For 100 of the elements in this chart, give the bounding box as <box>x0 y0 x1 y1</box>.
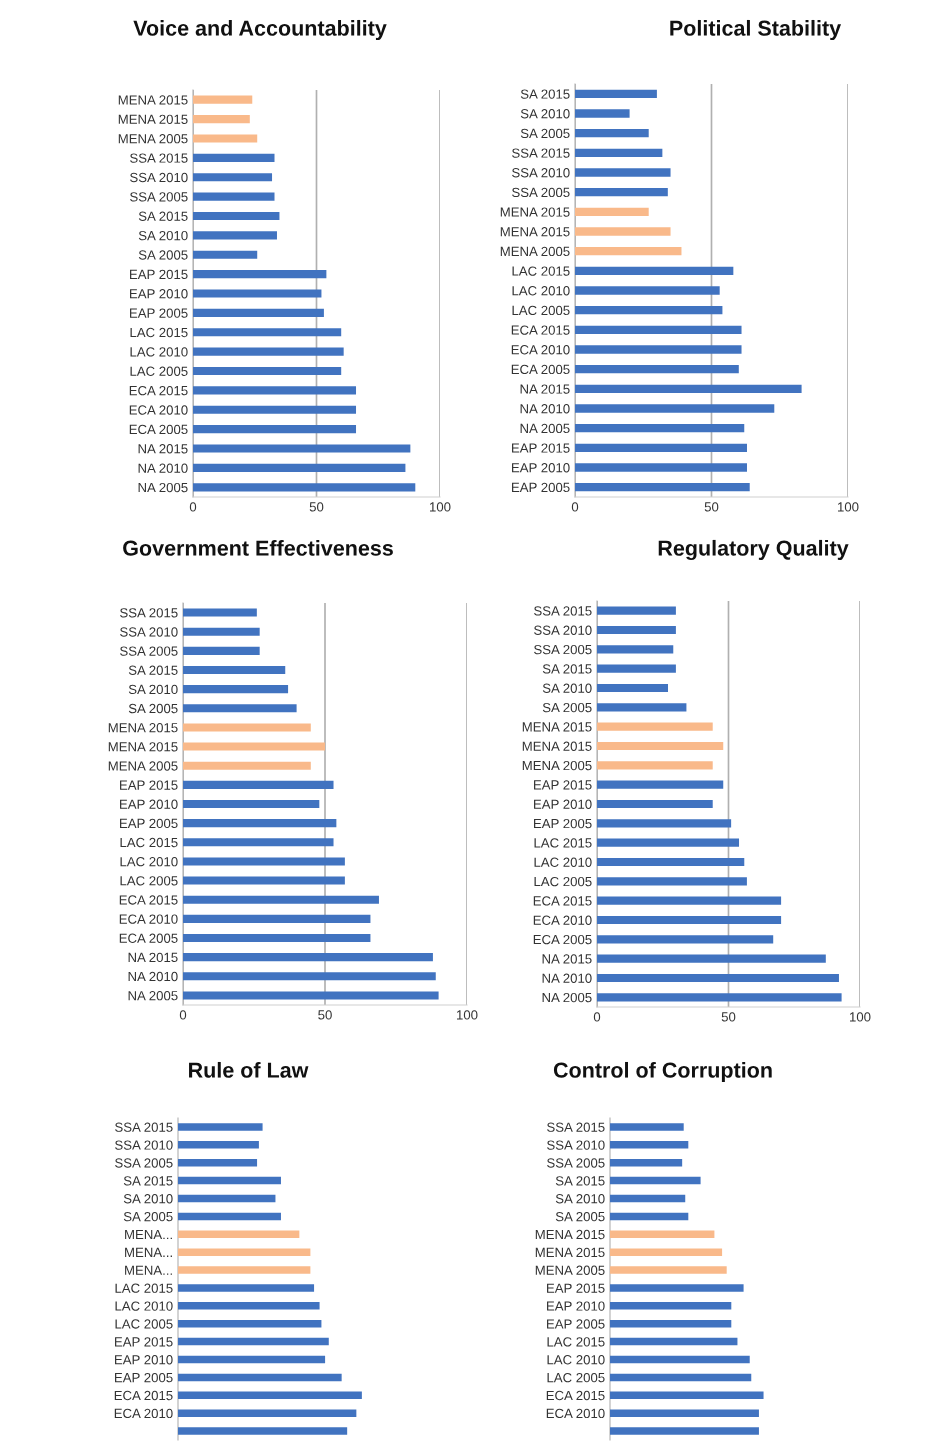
bar <box>178 1194 276 1203</box>
y-tick-label: NA 2005 <box>520 423 570 434</box>
y-tick-label: EAP 2005 <box>130 308 188 318</box>
bar <box>610 1176 701 1185</box>
bar <box>183 723 311 732</box>
bar <box>575 148 663 157</box>
bar <box>597 722 713 731</box>
y-tick-label: EAP 2015 <box>547 1283 605 1293</box>
x-tick-label: 0 <box>189 502 197 512</box>
y-tick-label: SA 2010 <box>542 683 592 693</box>
bar <box>575 89 657 98</box>
bar <box>183 819 337 828</box>
y-tick-label: NA 2010 <box>542 973 592 983</box>
bar <box>610 1230 715 1239</box>
bar <box>575 463 747 472</box>
bar <box>610 1158 683 1167</box>
bar <box>178 1373 342 1382</box>
bar <box>597 703 687 712</box>
bar <box>183 972 436 981</box>
bar <box>178 1212 281 1221</box>
bar <box>183 953 433 962</box>
y-tick-label: EAP 2005 <box>512 482 570 493</box>
y-tick-label: EAP 2005 <box>534 818 592 829</box>
y-tick-label: NA 2005 <box>542 992 592 1003</box>
y-tick-label: SA 2005 <box>520 128 570 139</box>
y-tick-label: LAC 2005 <box>120 876 178 886</box>
bar <box>193 250 258 259</box>
bar <box>183 876 345 885</box>
bar <box>178 1337 329 1346</box>
y-tick-label: MENA 2015 <box>535 1247 605 1258</box>
bar <box>193 153 275 162</box>
y-tick-label: MENA 2005 <box>118 134 188 144</box>
x-tick-label: 0 <box>593 1012 601 1022</box>
y-tick-label: MENA 2015 <box>118 95 188 105</box>
y-tick-label: ECA 2010 <box>114 1408 173 1419</box>
bar <box>193 231 277 240</box>
bar <box>575 384 802 393</box>
y-tick-label: SA 2015 <box>542 664 592 674</box>
x-tick-label: 0 <box>571 502 579 512</box>
y-tick-label: MENA 2015 <box>108 742 178 752</box>
y-tick-label: MENA 2015 <box>500 227 570 237</box>
bar <box>575 188 668 197</box>
y-tick-label: SSA 2015 <box>115 1122 173 1132</box>
bar <box>575 345 742 354</box>
y-tick-label: MENA 2015 <box>118 114 188 124</box>
bar <box>193 134 258 143</box>
y-tick-label: SSA 2005 <box>534 644 592 655</box>
bar <box>597 935 774 944</box>
y-tick-label: MENA... <box>125 1265 172 1275</box>
bar <box>183 914 371 923</box>
bar <box>575 227 671 236</box>
y-tick-label: SA 2005 <box>542 702 592 713</box>
y-tick-label: LAC 2010 <box>547 1355 605 1365</box>
y-tick-label: SSA 2010 <box>115 1140 173 1150</box>
y-tick-label: ECA 2015 <box>114 1390 173 1401</box>
x-tick-label: 50 <box>721 1012 736 1022</box>
bar <box>597 606 676 615</box>
y-tick-label: MENA 2015 <box>522 741 592 751</box>
y-tick-label: LAC 2005 <box>115 1319 173 1329</box>
bar <box>193 366 342 376</box>
y-tick-label: LAC 2010 <box>512 286 570 296</box>
y-tick-label: MENA 2015 <box>108 723 178 733</box>
y-tick-label: NA 2005 <box>128 991 178 1001</box>
chart-title: Regulatory Quality <box>658 539 849 561</box>
chart-title: Political Stability <box>670 19 842 41</box>
bar <box>183 685 289 694</box>
y-tick-label: NA 2010 <box>138 463 188 473</box>
y-tick-label: SA 2015 <box>555 1176 605 1186</box>
bar <box>178 1284 315 1292</box>
y-tick-label: ECA 2015 <box>546 1390 605 1401</box>
bar <box>597 799 713 809</box>
x-tick-label: 100 <box>457 1010 478 1020</box>
y-tick-label: SA 2015 <box>520 89 570 99</box>
y-tick-label: NA 2010 <box>520 404 570 414</box>
chart-title: Voice and Accountability <box>133 19 387 41</box>
y-tick-label: LAC 2010 <box>115 1301 173 1311</box>
y-tick-label: EAP 2015 <box>534 780 592 790</box>
bar <box>178 1176 281 1185</box>
y-tick-label: ECA 2010 <box>119 914 178 924</box>
y-tick-label: SA 2005 <box>555 1211 605 1222</box>
bar <box>575 286 720 295</box>
y-tick-label: SSA 2010 <box>120 627 178 637</box>
y-tick-label: LAC 2015 <box>547 1337 605 1347</box>
bar <box>575 365 739 374</box>
y-tick-label: LAC 2005 <box>534 876 592 887</box>
bar <box>610 1194 686 1203</box>
y-tick-label: EAP 2010 <box>547 1301 605 1311</box>
x-tick-label: 100 <box>430 502 451 512</box>
y-tick-label: NA 2015 <box>520 384 570 394</box>
bar <box>178 1355 326 1364</box>
bar <box>183 799 320 809</box>
bar <box>597 915 782 925</box>
bar <box>575 129 649 138</box>
x-tick-label: 0 <box>179 1010 187 1020</box>
y-tick-label: MENA 2015 <box>535 1229 605 1240</box>
y-tick-label: SSA 2005 <box>130 192 188 202</box>
bar <box>597 993 842 1002</box>
bar <box>575 109 630 118</box>
bar <box>183 991 439 1000</box>
y-tick-label: LAC 2015 <box>115 1283 173 1293</box>
